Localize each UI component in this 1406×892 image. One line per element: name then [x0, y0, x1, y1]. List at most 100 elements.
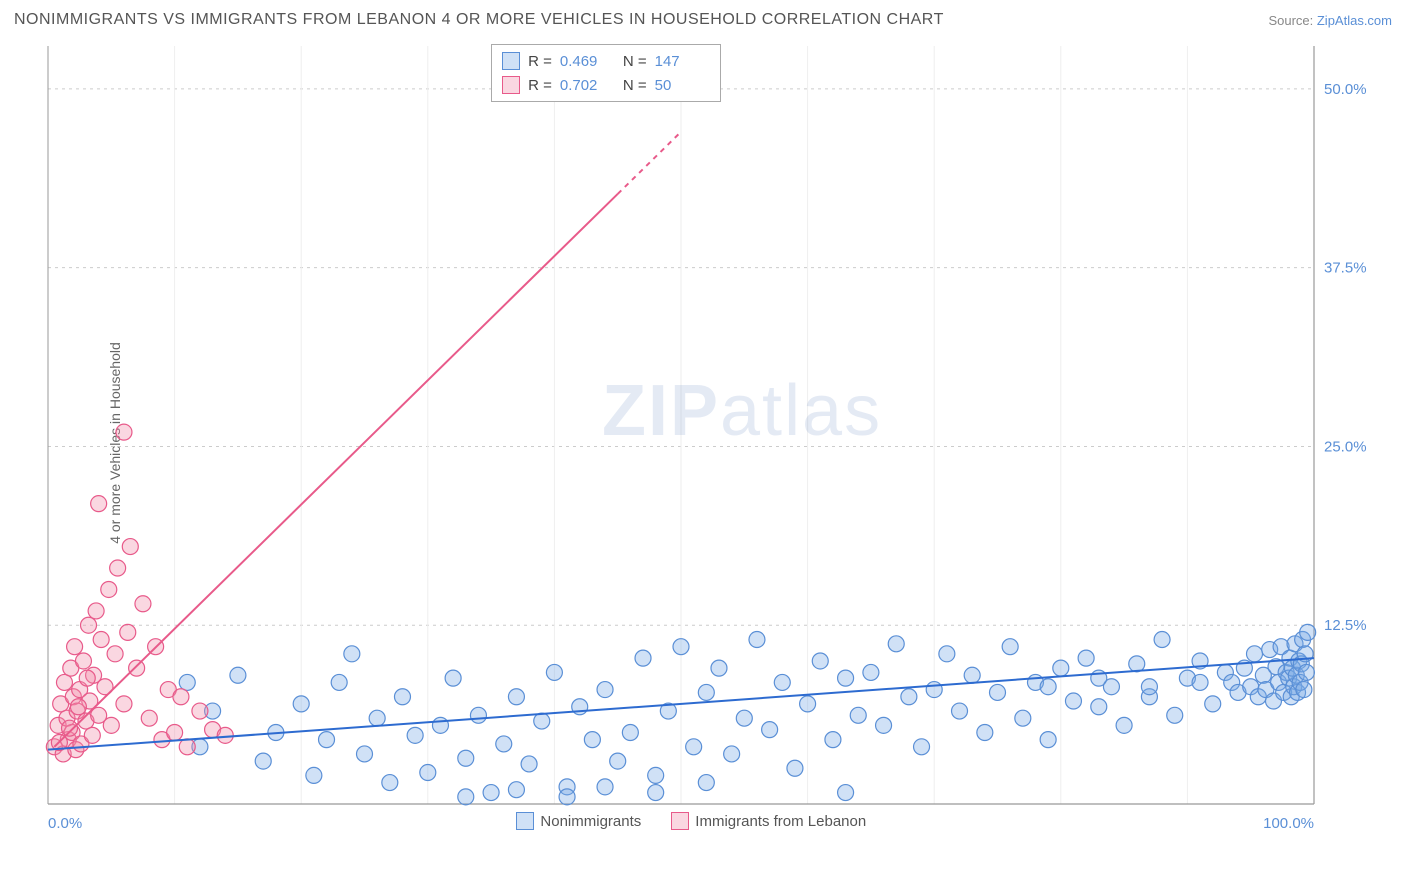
data-point — [192, 703, 208, 719]
trend-line — [54, 194, 617, 747]
r-label: R = — [528, 53, 552, 70]
data-point — [863, 664, 879, 680]
data-point — [1040, 732, 1056, 748]
x-tick-label: 100.0% — [1263, 815, 1314, 832]
legend-item: Immigrants from Lebanon — [671, 812, 866, 830]
data-point — [319, 732, 335, 748]
data-point — [1040, 679, 1056, 695]
data-point — [470, 707, 486, 723]
data-point — [622, 724, 638, 740]
data-point — [179, 739, 195, 755]
data-point — [1167, 707, 1183, 723]
r-value: 0.702 — [560, 77, 615, 94]
data-point — [135, 596, 151, 612]
data-point — [75, 653, 91, 669]
data-point — [88, 603, 104, 619]
data-point — [939, 646, 955, 662]
data-point — [521, 756, 537, 772]
n-label: N = — [623, 53, 647, 70]
data-point — [508, 689, 524, 705]
x-tick-label: 0.0% — [48, 815, 82, 832]
data-point — [56, 674, 72, 690]
y-tick-label: 12.5% — [1324, 617, 1367, 634]
data-point — [1192, 674, 1208, 690]
data-point — [901, 689, 917, 705]
data-point — [122, 539, 138, 555]
data-point — [103, 717, 119, 733]
data-point — [546, 664, 562, 680]
data-point — [1015, 710, 1031, 726]
data-point — [1246, 646, 1262, 662]
data-point — [167, 724, 183, 740]
correlation-legend: R = 0.469 N = 147 R =0.702N =50 — [491, 44, 721, 102]
data-point — [825, 732, 841, 748]
legend-swatch — [502, 76, 520, 94]
data-point — [952, 703, 968, 719]
data-point — [559, 789, 575, 805]
legend-label: Nonimmigrants — [540, 813, 641, 830]
data-point — [914, 739, 930, 755]
data-point — [508, 782, 524, 798]
data-point — [382, 775, 398, 791]
data-point — [357, 746, 373, 762]
data-point — [129, 660, 145, 676]
data-point — [774, 674, 790, 690]
data-point — [230, 667, 246, 683]
data-point — [1205, 696, 1221, 712]
data-point — [686, 739, 702, 755]
data-point — [597, 682, 613, 698]
data-point — [369, 710, 385, 726]
legend-swatch — [671, 812, 689, 830]
data-point — [610, 753, 626, 769]
data-point — [812, 653, 828, 669]
data-point — [736, 710, 752, 726]
data-point — [1141, 679, 1157, 695]
r-value: 0.469 — [560, 53, 615, 70]
data-point — [800, 696, 816, 712]
data-point — [394, 689, 410, 705]
data-point — [1078, 650, 1094, 666]
data-point — [787, 760, 803, 776]
data-point — [635, 650, 651, 666]
data-point — [749, 632, 765, 648]
source-link[interactable]: ZipAtlas.com — [1317, 13, 1392, 28]
data-point — [173, 689, 189, 705]
data-point — [458, 789, 474, 805]
data-point — [648, 767, 664, 783]
data-point — [81, 617, 97, 633]
legend-row: R =0.702N =50 — [502, 73, 710, 97]
y-tick-label: 50.0% — [1324, 81, 1367, 98]
y-tick-label: 25.0% — [1324, 438, 1367, 455]
data-point — [597, 779, 613, 795]
data-point — [116, 424, 132, 440]
data-point — [79, 670, 95, 686]
data-point — [977, 724, 993, 740]
data-point — [850, 707, 866, 723]
data-point — [648, 785, 664, 801]
data-point — [293, 696, 309, 712]
data-point — [344, 646, 360, 662]
chart-area: 4 or more Vehicles in Household 12.5%25.… — [42, 40, 1394, 846]
legend-swatch — [502, 52, 520, 70]
data-point — [1296, 682, 1312, 698]
data-point — [673, 639, 689, 655]
data-point — [838, 670, 854, 686]
data-point — [331, 674, 347, 690]
data-point — [1129, 656, 1145, 672]
data-point — [838, 785, 854, 801]
n-value: 50 — [655, 77, 710, 94]
data-point — [179, 674, 195, 690]
legend-label: Immigrants from Lebanon — [695, 813, 866, 830]
data-point — [1116, 717, 1132, 733]
data-point — [926, 682, 942, 698]
data-point — [1053, 660, 1069, 676]
data-point — [420, 765, 436, 781]
n-value: 147 — [655, 53, 710, 70]
data-point — [876, 717, 892, 733]
data-point — [101, 581, 117, 597]
chart-title: NONIMMIGRANTS VS IMMIGRANTS FROM LEBANON… — [14, 11, 944, 29]
data-point — [70, 699, 86, 715]
data-point — [432, 717, 448, 733]
data-point — [711, 660, 727, 676]
data-point — [990, 684, 1006, 700]
